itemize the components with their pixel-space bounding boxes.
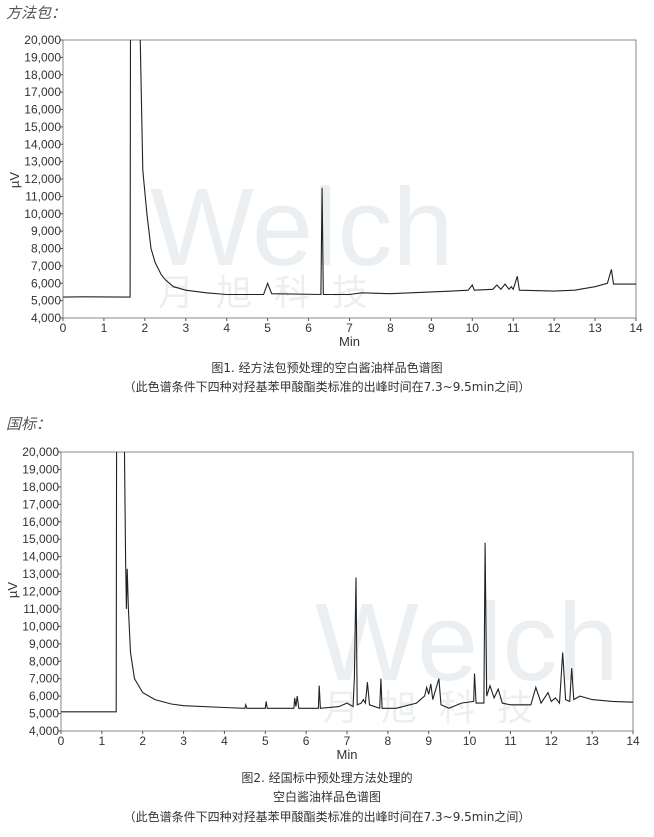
x-tick-label: 0 xyxy=(58,734,65,748)
y-tick-label: 14,000 xyxy=(22,550,59,564)
figure-1-caption-line-1: 图1. 经方法包预处理的空白酱油样品色谱图 xyxy=(211,361,443,375)
x-tick-label: 7 xyxy=(344,734,351,748)
y-tick-label: 7,000 xyxy=(31,259,61,273)
y-tick-label: 11,000 xyxy=(23,602,59,616)
y-tick-label: 7,000 xyxy=(29,672,59,686)
y-tick-label: 15,000 xyxy=(24,120,61,134)
y-tick-label: 12,000 xyxy=(22,585,59,599)
x-tick-label: 13 xyxy=(588,321,602,335)
y-tick-label: 13,000 xyxy=(24,155,61,169)
x-tick-label: 8 xyxy=(385,734,392,748)
x-tick-label: 10 xyxy=(463,734,477,748)
x-tick-label: 5 xyxy=(262,734,269,748)
watermark-logo: Welch xyxy=(150,166,454,289)
figure-2-caption-line-2: 空白酱油样品色谱图 xyxy=(272,790,381,804)
x-tick-label: 2 xyxy=(139,734,146,748)
x-tick-label: 14 xyxy=(629,321,643,335)
x-tick-label: 11 xyxy=(507,321,520,335)
x-tick-label: 11 xyxy=(504,734,517,748)
y-tick-label: 19,000 xyxy=(24,50,61,64)
y-tick-label: 18,000 xyxy=(22,480,59,494)
x-tick-label: 13 xyxy=(585,734,599,748)
figure-1-caption-line-2: （此色谱条件下四种对羟基苯甲酸酯类标准的出峰时间在7.3~9.5min之间） xyxy=(123,380,531,394)
y-tick-label: 15,000 xyxy=(22,532,59,546)
y-tick-label: 13,000 xyxy=(22,567,59,581)
y-tick-label: 5,000 xyxy=(29,707,59,721)
y-tick-label: 8,000 xyxy=(31,242,61,256)
figure-2-caption-line-1: 图2. 经国标中预处理方法处理的 xyxy=(241,771,413,785)
section-heading-national-standard: 国标： xyxy=(6,415,52,433)
y-tick-label: 8,000 xyxy=(29,654,59,668)
x-tick-label: 0 xyxy=(60,321,67,335)
y-tick-label: 20,000 xyxy=(24,33,61,47)
section-heading-method-pack: 方法包： xyxy=(6,4,67,22)
x-tick-label: 3 xyxy=(182,321,189,335)
x-tick-label: 4 xyxy=(223,321,230,335)
watermark-logo: Welch xyxy=(315,581,619,704)
x-tick-label: 12 xyxy=(545,734,559,748)
x-tick-label: 1 xyxy=(99,734,106,748)
chromatogram-trace xyxy=(63,40,636,298)
y-tick-label: 17,000 xyxy=(22,497,59,511)
y-axis-label: µV xyxy=(5,582,20,598)
y-tick-label: 9,000 xyxy=(31,224,61,238)
y-tick-label: 12,000 xyxy=(24,172,61,186)
x-tick-label: 14 xyxy=(626,734,640,748)
y-tick-label: 19,000 xyxy=(22,462,59,476)
x-tick-label: 10 xyxy=(466,321,480,335)
x-tick-label: 9 xyxy=(428,321,435,335)
y-tick-label: 18,000 xyxy=(24,68,61,82)
x-tick-label: 7 xyxy=(346,321,353,335)
y-tick-label: 17,000 xyxy=(24,85,61,99)
x-axis-label: Min xyxy=(337,747,358,762)
y-tick-label: 4,000 xyxy=(31,311,61,325)
x-tick-label: 1 xyxy=(101,321,108,335)
y-tick-label: 10,000 xyxy=(22,619,59,633)
x-tick-label: 5 xyxy=(264,321,271,335)
y-tick-label: 14,000 xyxy=(24,137,61,151)
x-tick-label: 6 xyxy=(303,734,310,748)
y-axis-label: µV xyxy=(7,172,22,188)
watermark-logo-subtext: 月旭科技 xyxy=(158,273,390,314)
watermark-logo-subtext: 月旭科技 xyxy=(323,688,555,729)
y-tick-label: 4,000 xyxy=(29,724,59,738)
figure-2-caption-line-3: （此色谱条件下四种对羟基苯甲酸酯类标准的出峰时间在7.3~9.5min之间） xyxy=(123,810,531,824)
y-tick-label: 16,000 xyxy=(22,515,59,529)
x-tick-label: 4 xyxy=(221,734,228,748)
y-tick-label: 11,000 xyxy=(25,189,61,203)
y-tick-label: 20,000 xyxy=(22,445,59,459)
x-tick-label: 12 xyxy=(547,321,561,335)
y-tick-label: 9,000 xyxy=(29,637,59,651)
x-tick-label: 3 xyxy=(180,734,187,748)
x-axis-label: Min xyxy=(339,334,360,349)
y-tick-label: 6,000 xyxy=(29,689,59,703)
y-tick-label: 16,000 xyxy=(24,103,61,117)
x-tick-label: 9 xyxy=(425,734,432,748)
x-tick-label: 6 xyxy=(305,321,312,335)
y-tick-label: 6,000 xyxy=(31,276,61,290)
y-tick-label: 10,000 xyxy=(24,207,61,221)
x-tick-label: 2 xyxy=(142,321,149,335)
x-tick-label: 8 xyxy=(387,321,394,335)
chromatogram-trace xyxy=(61,452,633,713)
y-tick-label: 5,000 xyxy=(31,294,61,308)
